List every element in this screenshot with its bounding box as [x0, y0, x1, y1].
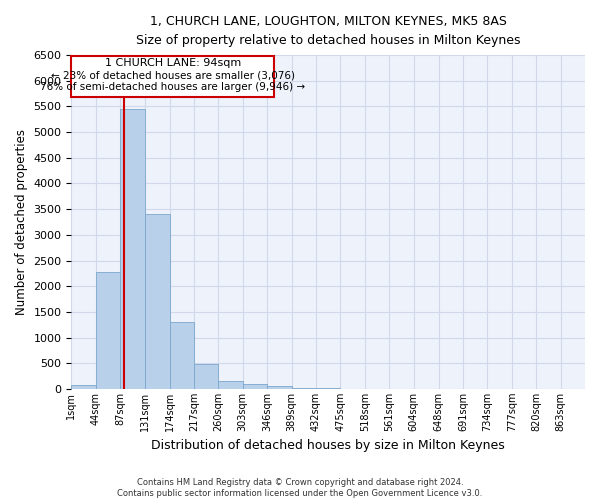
Y-axis label: Number of detached properties: Number of detached properties — [15, 129, 28, 315]
Bar — [120, 109, 145, 389]
Text: 1 CHURCH LANE: 94sqm: 1 CHURCH LANE: 94sqm — [104, 58, 241, 68]
Bar — [218, 380, 243, 389]
Text: Contains HM Land Registry data © Crown copyright and database right 2024.
Contai: Contains HM Land Registry data © Crown c… — [118, 478, 482, 498]
Bar — [71, 385, 96, 389]
Title: 1, CHURCH LANE, LOUGHTON, MILTON KEYNES, MK5 8AS
Size of property relative to de: 1, CHURCH LANE, LOUGHTON, MILTON KEYNES,… — [136, 15, 520, 47]
Bar — [170, 322, 194, 389]
Bar — [96, 272, 120, 389]
Bar — [145, 214, 170, 389]
Text: ← 23% of detached houses are smaller (3,076): ← 23% of detached houses are smaller (3,… — [51, 70, 295, 80]
Bar — [292, 388, 316, 389]
Bar — [316, 388, 340, 389]
Bar — [243, 384, 267, 389]
Bar — [194, 364, 218, 389]
FancyBboxPatch shape — [71, 56, 274, 96]
Text: 76% of semi-detached houses are larger (9,946) →: 76% of semi-detached houses are larger (… — [40, 82, 305, 92]
X-axis label: Distribution of detached houses by size in Milton Keynes: Distribution of detached houses by size … — [151, 440, 505, 452]
Bar — [267, 386, 292, 389]
